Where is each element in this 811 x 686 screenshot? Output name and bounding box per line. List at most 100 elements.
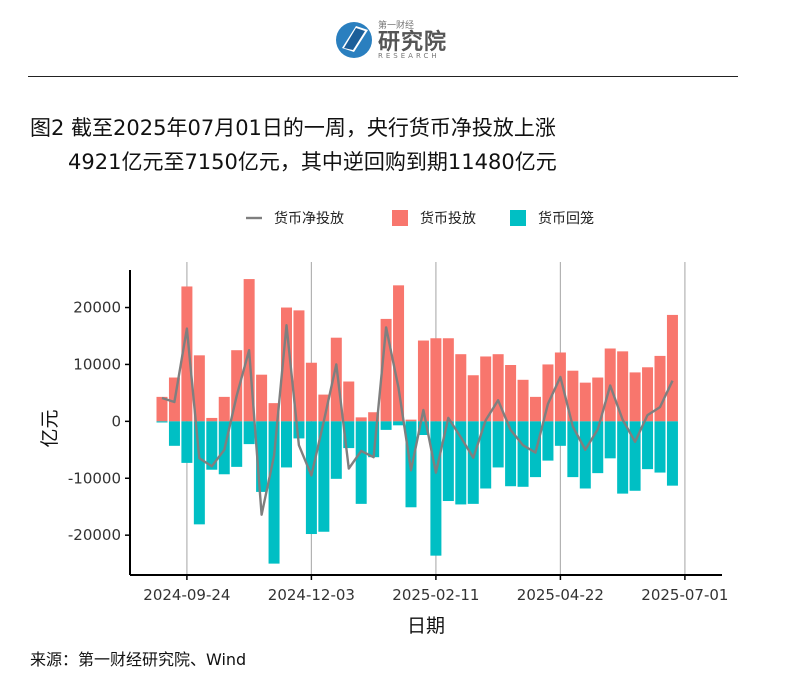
injection-bar: [193, 355, 205, 422]
x-tick-label: 2025-07-01: [641, 586, 728, 604]
withdrawal-bar: [505, 421, 517, 487]
withdrawal-bar: [642, 421, 654, 470]
research-logo: 第一财经 研究院 RESEARCH: [334, 18, 494, 64]
injection-bar: [218, 396, 230, 422]
withdrawal-bar: [442, 421, 454, 502]
withdrawal-bar: [330, 421, 342, 479]
withdrawal-bar: [417, 421, 429, 436]
withdrawal-bar: [467, 421, 479, 504]
injection-bar: [505, 365, 517, 422]
logo-emblem-icon: [336, 22, 372, 58]
injection-bar: [567, 370, 579, 422]
withdrawal-bar: [156, 421, 168, 423]
injection-bar: [629, 372, 641, 422]
injection-bar: [318, 394, 330, 422]
figure-title-line-1: 图2 截至2025年07月01日的一周，央行货币净投放上涨: [30, 116, 556, 140]
y-tick-label: 10000: [73, 355, 121, 373]
injection-bar: [579, 382, 591, 422]
injection-bar: [480, 356, 492, 422]
injection-bar: [666, 314, 678, 422]
y-axis-title: 亿元: [39, 409, 61, 447]
injection-bar: [268, 403, 280, 422]
injection-bar: [330, 337, 342, 422]
injection-bar: [492, 354, 504, 422]
withdrawal-bar: [293, 421, 305, 439]
withdrawal-bar: [318, 421, 330, 532]
injection-bar: [430, 338, 442, 422]
injection-bar: [617, 351, 629, 422]
withdrawal-bar: [567, 421, 579, 478]
net-injection-line: [161, 324, 674, 516]
injection-bar: [455, 354, 467, 422]
figure-title-line-2: 4921亿元至7150亿元，其中逆回购到期11480亿元: [68, 150, 557, 174]
withdrawal-bar: [168, 421, 180, 446]
withdrawal-bar: [243, 421, 255, 445]
withdrawal-bar: [281, 421, 292, 468]
injection-bar: [542, 364, 554, 422]
legend-key-withdrawal: [510, 210, 526, 226]
injection-bar: [256, 374, 268, 422]
injection-bar: [442, 338, 454, 422]
withdrawal-bar: [654, 421, 666, 473]
withdrawal-bar: [492, 421, 504, 468]
injection-bar: [206, 417, 218, 422]
withdrawal-bar: [305, 421, 317, 535]
withdrawal-bar: [666, 421, 678, 486]
source-note: 来源：第一财经研究院、Wind: [30, 650, 247, 669]
injection-bar: [281, 307, 292, 422]
withdrawal-bar: [181, 421, 193, 463]
injection-bar: [343, 381, 355, 422]
logo-top-text: 第一财经: [378, 21, 415, 31]
injection-bar: [530, 396, 541, 422]
y-tick-label: 20000: [73, 299, 121, 317]
withdrawal-bar: [343, 421, 355, 449]
withdrawal-bar: [542, 421, 554, 461]
withdrawal-bar: [393, 421, 405, 426]
header-divider: [28, 76, 738, 77]
injection-bar: [393, 285, 405, 422]
withdrawal-bar: [579, 421, 591, 489]
injection-bar: [156, 396, 168, 422]
withdrawal-bar: [231, 421, 243, 467]
legend-key-injection: [392, 210, 408, 226]
injection-bar: [355, 417, 367, 422]
withdrawal-bar: [268, 421, 280, 564]
legend-label: 货币回笼: [538, 210, 594, 227]
x-axis-title: 日期: [407, 615, 445, 637]
withdrawal-bar: [554, 421, 566, 446]
injection-bar: [293, 310, 305, 422]
injection-bar: [467, 375, 479, 422]
injection-bar: [405, 419, 417, 422]
x-tick-label: 2024-12-03: [268, 586, 355, 604]
y-tick-label: -20000: [68, 526, 121, 544]
injection-bar: [642, 367, 654, 422]
injection-bar: [231, 350, 243, 422]
injection-bar: [517, 379, 529, 422]
y-tick-label: 0: [111, 412, 121, 430]
injection-bar: [654, 355, 666, 422]
withdrawal-bar: [256, 421, 268, 492]
withdrawal-bar: [193, 421, 205, 525]
withdrawal-bar: [206, 421, 218, 470]
injection-bar: [181, 286, 193, 422]
withdrawal-bar: [629, 421, 641, 491]
withdrawal-bar: [355, 421, 367, 504]
x-tick-label: 2025-04-22: [517, 586, 604, 604]
withdrawal-bar: [368, 421, 380, 458]
injection-bar: [592, 377, 604, 422]
withdrawal-bar: [480, 421, 492, 489]
withdrawal-bar: [604, 421, 616, 459]
withdrawal-bar: [592, 421, 604, 474]
logo-sub-text: RESEARCH: [378, 52, 440, 60]
withdrawal-bar: [617, 421, 629, 494]
legend-label: 货币净投放: [274, 210, 344, 227]
injection-bar: [554, 352, 566, 422]
injection-bar: [305, 362, 317, 422]
withdrawal-bar: [430, 421, 442, 556]
y-tick-label: -10000: [68, 469, 121, 487]
legend-label: 货币投放: [420, 210, 476, 227]
injection-bar: [380, 318, 392, 422]
withdrawal-bar: [455, 421, 467, 505]
x-tick-label: 2024-09-24: [143, 586, 230, 604]
